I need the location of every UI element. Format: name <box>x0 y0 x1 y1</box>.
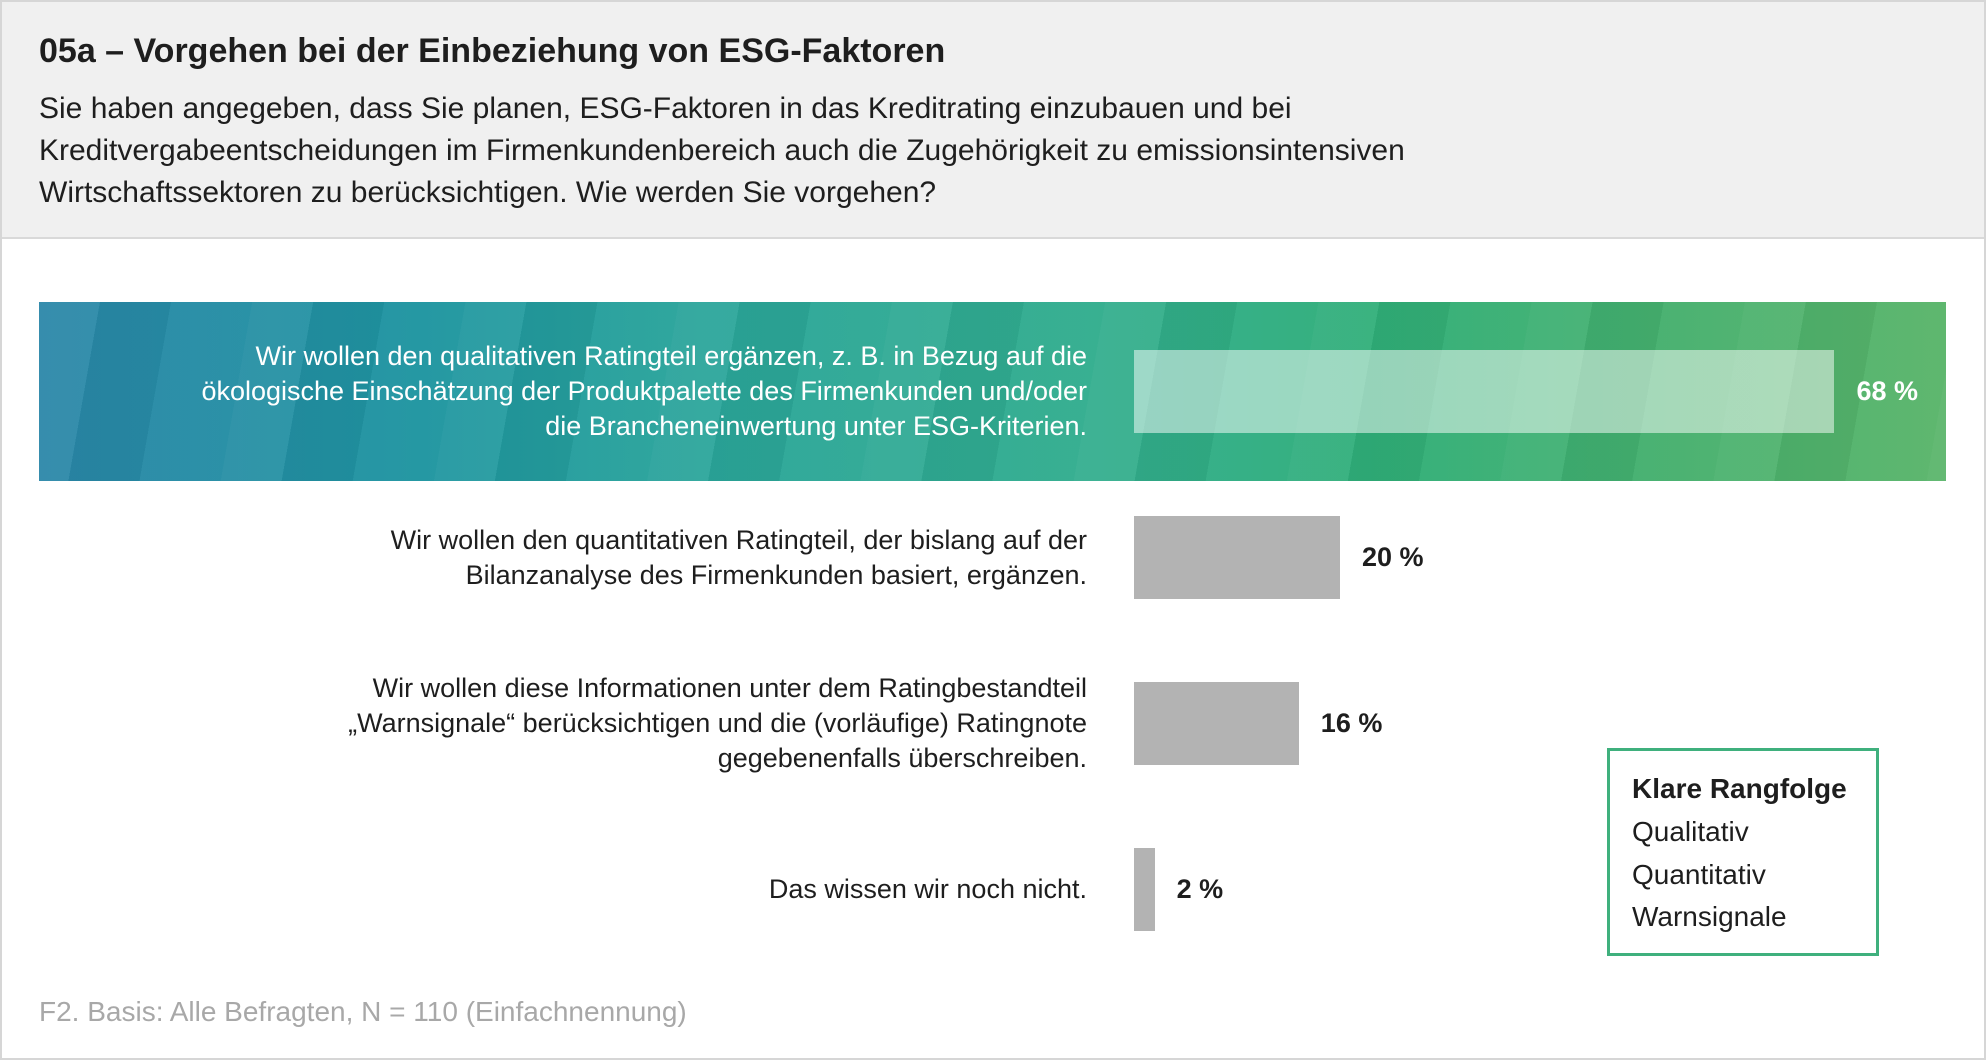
bar <box>1134 682 1299 765</box>
category-label: Wir wollen den quantitativen Ratingteil,… <box>391 523 1087 593</box>
header: 05a – Vorgehen bei der Einbeziehung von … <box>2 2 1984 239</box>
ranking-item: Quantitativ <box>1632 859 1766 890</box>
category-label: Das wissen wir noch nicht. <box>769 872 1087 907</box>
category-label-line: die Brancheneinwertung unter ESG-Kriteri… <box>545 411 1087 441</box>
subtitle-line: Wirtschaftssektoren zu berücksichtigen. … <box>39 176 937 209</box>
category-label-line: Wir wollen den quantitativen Ratingteil,… <box>390 524 1087 555</box>
data-label: 68 % <box>1856 376 1918 406</box>
category-label-line: Bilanzanalyse des Firmenkunden basiert, … <box>465 559 1087 590</box>
subtitle-line: Sie haben angegeben, dass Sie planen, ES… <box>39 92 1292 125</box>
bar <box>1134 350 1835 433</box>
ranking-item: Qualitativ <box>1632 816 1749 847</box>
ranking-item: Warnsignale <box>1632 901 1787 932</box>
category-label: Wir wollen diese Informationen unter dem… <box>348 671 1087 776</box>
ranking-box: Klare Rangfolge Qualitativ Quantitativ W… <box>1607 748 1879 956</box>
category-label-line: gegebenenfalls überschreiben. <box>717 743 1087 773</box>
chart-title: 05a – Vorgehen bei der Einbeziehung von … <box>39 32 946 70</box>
data-label: 20 % <box>1362 542 1424 572</box>
subtitle-line: Kreditvergabeentscheidungen im Firmenkun… <box>39 134 1405 167</box>
category-label-line: Wir wollen den qualitativen Ratingteil e… <box>255 341 1087 371</box>
footnote: F2. Basis: Alle Befragten, N = 110 (Einf… <box>39 996 687 1027</box>
category-label: Wir wollen den qualitativen Ratingteil e… <box>201 339 1087 444</box>
category-label-line: „Warnsignale“ berücksichtigen und die (v… <box>348 708 1087 738</box>
bar <box>1134 516 1340 599</box>
ranking-title: Klare Rangfolge <box>1632 773 1847 804</box>
chart-subtitle: Sie haben angegeben, dass Sie planen, ES… <box>39 88 1839 214</box>
bar <box>1134 848 1155 931</box>
category-label-line: Wir wollen diese Informationen unter dem… <box>372 673 1087 703</box>
category-label-line: Das wissen wir noch nicht. <box>768 874 1087 904</box>
category-label-line: ökologische Einschätzung der Produktpale… <box>201 376 1087 406</box>
data-label: 16 % <box>1320 708 1383 738</box>
data-label: 2 % <box>1176 874 1224 904</box>
